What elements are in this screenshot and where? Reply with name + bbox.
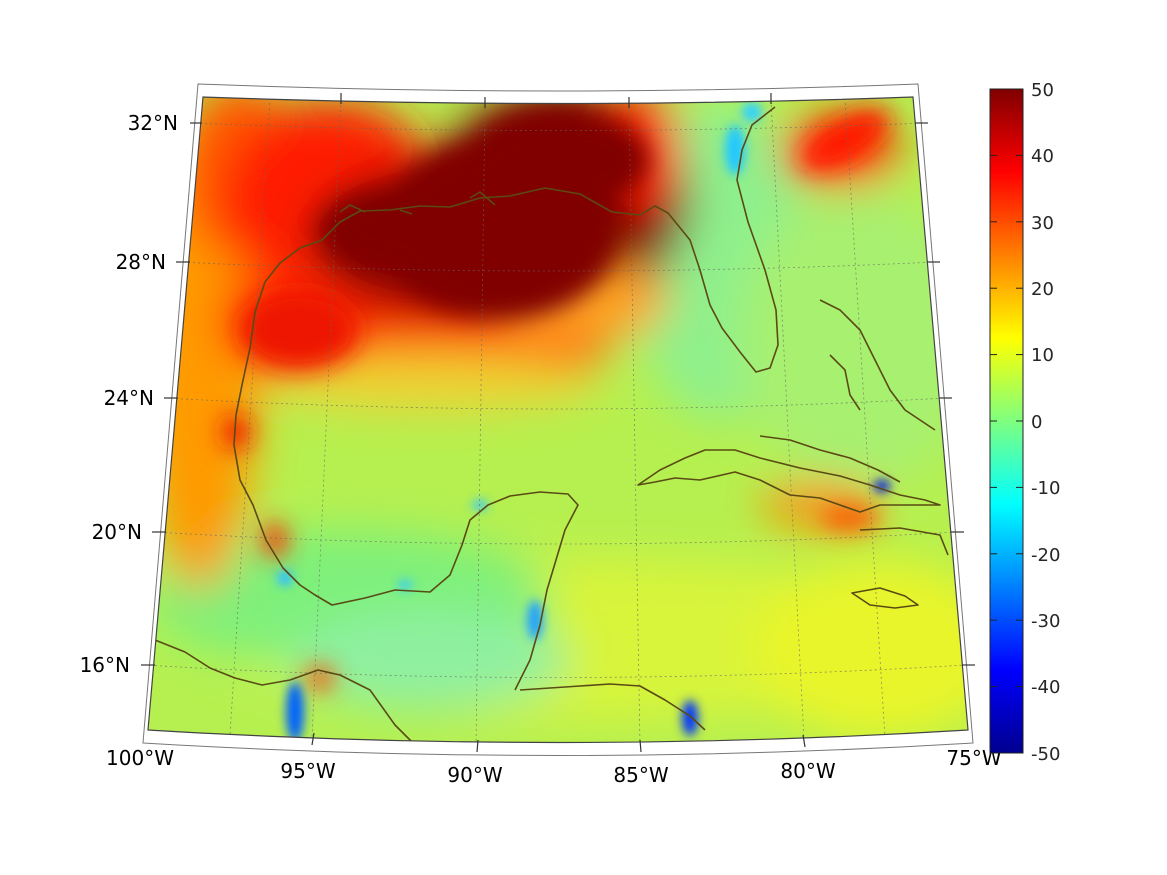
lon-label-85: 85°W — [613, 763, 668, 787]
map-frame-outer — [142, 83, 974, 756]
lon-labels: 100°W 95°W 90°W 85°W 80°W 75°W — [106, 746, 1002, 787]
map-field — [148, 97, 968, 743]
colorbar-tick-label: -10 — [1031, 478, 1060, 499]
lat-label-32: 32°N — [128, 111, 178, 135]
graticule — [148, 97, 966, 743]
colorbar-tick-label: -50 — [1031, 744, 1060, 765]
lon-label-100: 100°W — [106, 746, 174, 770]
colorbar-tick-label: 20 — [1031, 279, 1054, 300]
lon-label-80: 80°W — [780, 759, 835, 783]
lon-label-95: 95°W — [280, 759, 335, 783]
frame-ticks — [141, 93, 975, 753]
lon-label-90: 90°W — [447, 763, 502, 787]
lat-label-24: 24°N — [104, 386, 154, 410]
lat-label-28: 28°N — [116, 250, 166, 274]
colorbar-tick-label: 50 — [1031, 80, 1054, 101]
lat-labels: 32°N 28°N 24°N 20°N 16°N — [80, 111, 178, 677]
colorbar-tick-label: 0 — [1031, 412, 1042, 433]
colorbar: 50 40 30 20 10 0 -10 -20 -30 -40 -50 — [989, 80, 1060, 765]
colorbar-tick-label: -40 — [1031, 677, 1060, 698]
colorbar-tick-label: 10 — [1031, 345, 1054, 366]
colorbar-tick-label: -30 — [1031, 611, 1060, 632]
colorbar-tick-label: 30 — [1031, 213, 1054, 234]
colorbar-tick-label: 40 — [1031, 146, 1054, 167]
colorbar-tick-label: -20 — [1031, 545, 1060, 566]
lat-label-16: 16°N — [80, 653, 130, 677]
lat-label-20: 20°N — [92, 520, 142, 544]
map-frame — [147, 96, 969, 744]
coastlines — [154, 106, 949, 743]
